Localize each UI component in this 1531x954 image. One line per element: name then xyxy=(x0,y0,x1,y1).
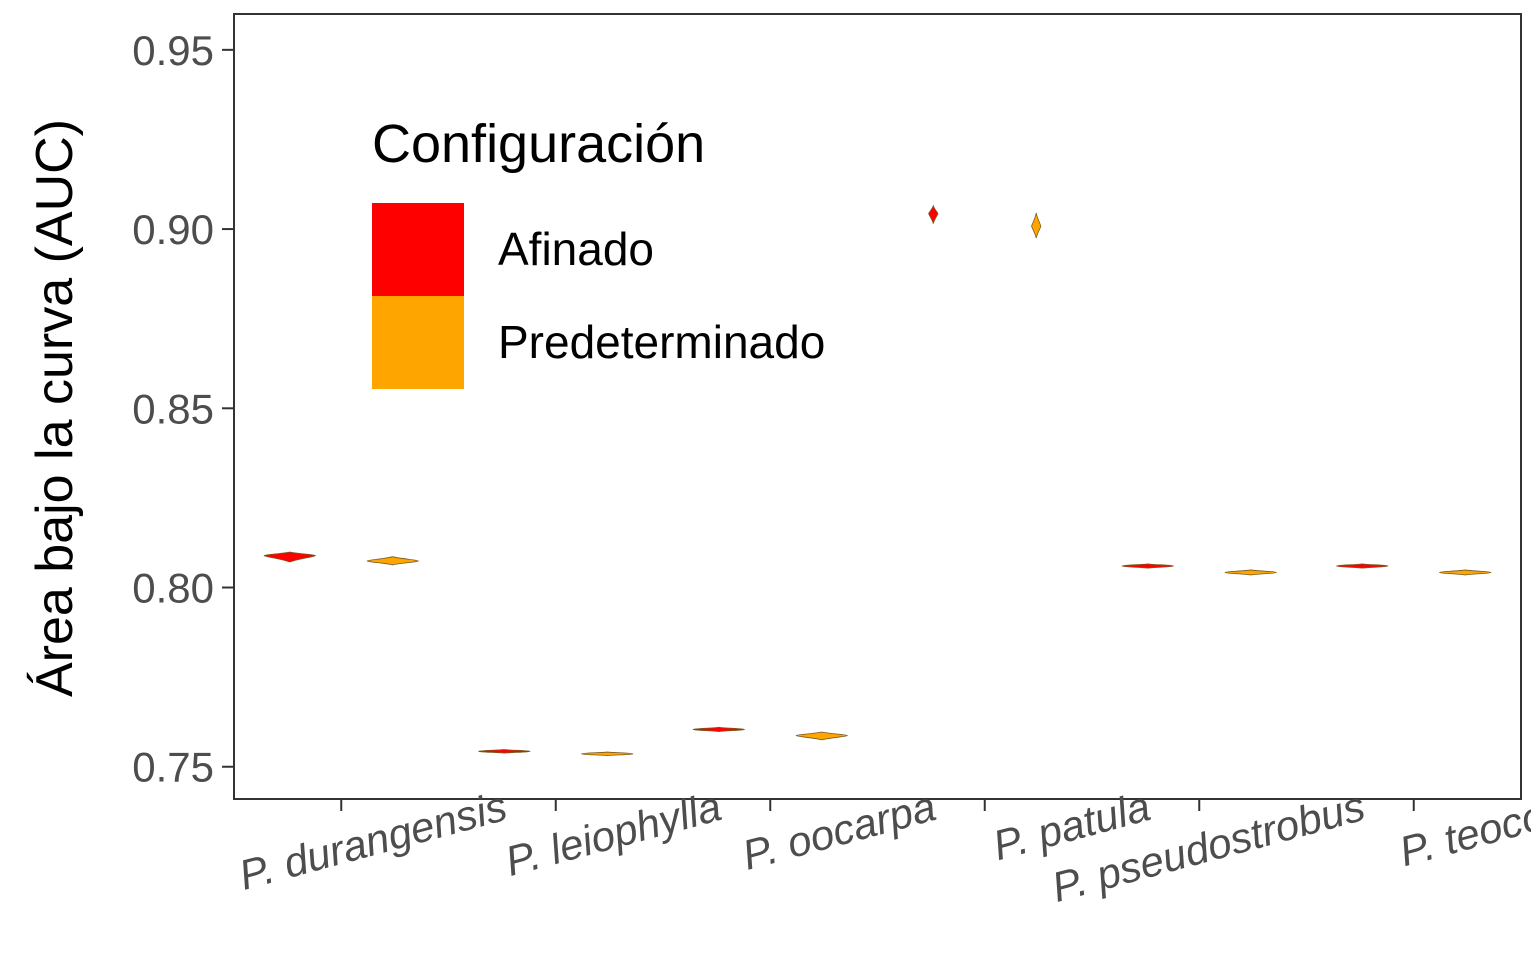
y-tick-label: 0.80 xyxy=(132,565,214,612)
violin-mark xyxy=(795,731,848,741)
violin-mark xyxy=(366,556,419,566)
legend-entry-label: Predeterminado xyxy=(498,316,825,368)
legend-key-swatch xyxy=(372,296,464,389)
y-tick-label: 0.85 xyxy=(132,385,214,432)
violin-layer xyxy=(263,204,1492,757)
y-tick-label: 0.95 xyxy=(132,27,214,74)
violin-mark xyxy=(478,749,531,754)
y-axis: 0.75 0.80 0.85 0.90 0.95 xyxy=(132,27,234,791)
violin-mark xyxy=(1121,563,1174,569)
legend-title: Configuración xyxy=(372,114,705,174)
violin-mark xyxy=(581,751,634,757)
legend-key-swatch xyxy=(372,203,464,296)
y-tick-label: 0.75 xyxy=(132,744,214,791)
violin-mark xyxy=(692,726,745,733)
y-axis-title: Área bajo la curva (AUC) xyxy=(26,119,84,697)
violin-mark xyxy=(1224,569,1277,576)
violin-mark xyxy=(1336,563,1389,569)
legend-entry-label: Afinado xyxy=(498,223,654,275)
violin-mark xyxy=(1031,212,1042,239)
violin-mark xyxy=(928,204,939,224)
legend: Configuración Afinado Predeterminado xyxy=(372,114,825,389)
plot-panel-border xyxy=(233,13,1522,800)
violin-mark xyxy=(1439,569,1492,576)
violin-mark xyxy=(263,551,316,563)
y-tick-label: 0.90 xyxy=(132,206,214,253)
